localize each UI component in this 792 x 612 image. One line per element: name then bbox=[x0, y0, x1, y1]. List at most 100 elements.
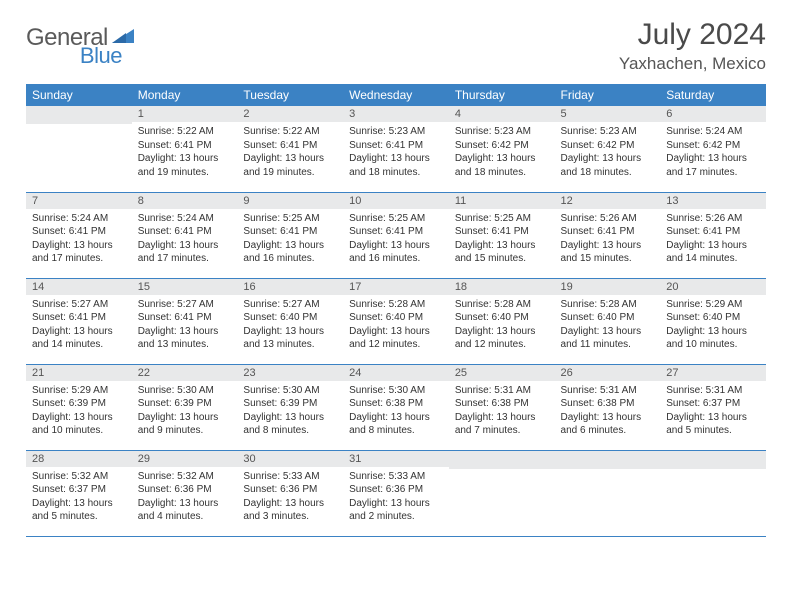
logo-text-blue: Blue bbox=[80, 43, 122, 69]
weekday-header-row: Sunday Monday Tuesday Wednesday Thursday… bbox=[26, 84, 766, 106]
day-number: 30 bbox=[237, 451, 343, 467]
day-content: Sunrise: 5:25 AMSunset: 6:41 PMDaylight:… bbox=[237, 209, 343, 270]
daylight-line: Daylight: 13 hours and 13 minutes. bbox=[243, 325, 337, 352]
calendar-cell: 25Sunrise: 5:31 AMSunset: 6:38 PMDayligh… bbox=[449, 364, 555, 450]
daylight-line: Daylight: 13 hours and 19 minutes. bbox=[243, 152, 337, 179]
calendar-cell: 24Sunrise: 5:30 AMSunset: 6:38 PMDayligh… bbox=[343, 364, 449, 450]
sunrise-line: Sunrise: 5:26 AM bbox=[666, 212, 760, 226]
weekday-sunday: Sunday bbox=[26, 84, 132, 106]
daylight-line: Daylight: 13 hours and 16 minutes. bbox=[243, 239, 337, 266]
weekday-thursday: Thursday bbox=[449, 84, 555, 106]
sunset-line: Sunset: 6:41 PM bbox=[561, 225, 655, 239]
day-content: Sunrise: 5:24 AMSunset: 6:42 PMDaylight:… bbox=[660, 122, 766, 183]
sunrise-line: Sunrise: 5:32 AM bbox=[138, 470, 232, 484]
daylight-line: Daylight: 13 hours and 10 minutes. bbox=[32, 411, 126, 438]
calendar-row: 7Sunrise: 5:24 AMSunset: 6:41 PMDaylight… bbox=[26, 192, 766, 278]
sunset-line: Sunset: 6:38 PM bbox=[455, 397, 549, 411]
day-number: 26 bbox=[555, 365, 661, 381]
logo: General Blue bbox=[26, 18, 180, 52]
daylight-line: Daylight: 13 hours and 5 minutes. bbox=[666, 411, 760, 438]
sunrise-line: Sunrise: 5:30 AM bbox=[138, 384, 232, 398]
day-number bbox=[660, 451, 766, 469]
daylight-line: Daylight: 13 hours and 8 minutes. bbox=[349, 411, 443, 438]
sunrise-line: Sunrise: 5:26 AM bbox=[561, 212, 655, 226]
day-number: 5 bbox=[555, 106, 661, 122]
daylight-line: Daylight: 13 hours and 6 minutes. bbox=[561, 411, 655, 438]
day-number: 14 bbox=[26, 279, 132, 295]
sunrise-line: Sunrise: 5:28 AM bbox=[561, 298, 655, 312]
sunset-line: Sunset: 6:36 PM bbox=[243, 483, 337, 497]
sunset-line: Sunset: 6:41 PM bbox=[32, 225, 126, 239]
day-number: 28 bbox=[26, 451, 132, 467]
calendar-cell: 14Sunrise: 5:27 AMSunset: 6:41 PMDayligh… bbox=[26, 278, 132, 364]
calendar-cell: 27Sunrise: 5:31 AMSunset: 6:37 PMDayligh… bbox=[660, 364, 766, 450]
weekday-friday: Friday bbox=[555, 84, 661, 106]
sunset-line: Sunset: 6:41 PM bbox=[138, 311, 232, 325]
day-number bbox=[555, 451, 661, 469]
calendar-row: 14Sunrise: 5:27 AMSunset: 6:41 PMDayligh… bbox=[26, 278, 766, 364]
day-content: Sunrise: 5:30 AMSunset: 6:39 PMDaylight:… bbox=[132, 381, 238, 442]
sunrise-line: Sunrise: 5:23 AM bbox=[455, 125, 549, 139]
sunrise-line: Sunrise: 5:33 AM bbox=[243, 470, 337, 484]
day-content: Sunrise: 5:25 AMSunset: 6:41 PMDaylight:… bbox=[343, 209, 449, 270]
daylight-line: Daylight: 13 hours and 13 minutes. bbox=[138, 325, 232, 352]
sunrise-line: Sunrise: 5:25 AM bbox=[349, 212, 443, 226]
day-content: Sunrise: 5:23 AMSunset: 6:42 PMDaylight:… bbox=[555, 122, 661, 183]
sunrise-line: Sunrise: 5:24 AM bbox=[32, 212, 126, 226]
sunset-line: Sunset: 6:41 PM bbox=[32, 311, 126, 325]
daylight-line: Daylight: 13 hours and 2 minutes. bbox=[349, 497, 443, 524]
day-content: Sunrise: 5:22 AMSunset: 6:41 PMDaylight:… bbox=[132, 122, 238, 183]
day-number: 10 bbox=[343, 193, 449, 209]
sunset-line: Sunset: 6:40 PM bbox=[349, 311, 443, 325]
day-content: Sunrise: 5:26 AMSunset: 6:41 PMDaylight:… bbox=[660, 209, 766, 270]
day-number: 11 bbox=[449, 193, 555, 209]
sunset-line: Sunset: 6:41 PM bbox=[349, 225, 443, 239]
day-number: 29 bbox=[132, 451, 238, 467]
calendar-cell bbox=[555, 450, 661, 536]
daylight-line: Daylight: 13 hours and 18 minutes. bbox=[561, 152, 655, 179]
calendar-cell: 17Sunrise: 5:28 AMSunset: 6:40 PMDayligh… bbox=[343, 278, 449, 364]
sunrise-line: Sunrise: 5:23 AM bbox=[349, 125, 443, 139]
day-number: 18 bbox=[449, 279, 555, 295]
calendar-cell: 21Sunrise: 5:29 AMSunset: 6:39 PMDayligh… bbox=[26, 364, 132, 450]
calendar-cell: 30Sunrise: 5:33 AMSunset: 6:36 PMDayligh… bbox=[237, 450, 343, 536]
daylight-line: Daylight: 13 hours and 5 minutes. bbox=[32, 497, 126, 524]
day-content: Sunrise: 5:28 AMSunset: 6:40 PMDaylight:… bbox=[449, 295, 555, 356]
day-content: Sunrise: 5:24 AMSunset: 6:41 PMDaylight:… bbox=[26, 209, 132, 270]
sunset-line: Sunset: 6:42 PM bbox=[455, 139, 549, 153]
calendar-cell: 18Sunrise: 5:28 AMSunset: 6:40 PMDayligh… bbox=[449, 278, 555, 364]
sunrise-line: Sunrise: 5:29 AM bbox=[666, 298, 760, 312]
day-number bbox=[449, 451, 555, 469]
day-content: Sunrise: 5:23 AMSunset: 6:42 PMDaylight:… bbox=[449, 122, 555, 183]
sunrise-line: Sunrise: 5:27 AM bbox=[32, 298, 126, 312]
day-content: Sunrise: 5:25 AMSunset: 6:41 PMDaylight:… bbox=[449, 209, 555, 270]
sunset-line: Sunset: 6:41 PM bbox=[243, 139, 337, 153]
sunset-line: Sunset: 6:42 PM bbox=[666, 139, 760, 153]
sunrise-line: Sunrise: 5:31 AM bbox=[666, 384, 760, 398]
day-content: Sunrise: 5:32 AMSunset: 6:36 PMDaylight:… bbox=[132, 467, 238, 528]
calendar-cell: 20Sunrise: 5:29 AMSunset: 6:40 PMDayligh… bbox=[660, 278, 766, 364]
calendar-cell: 16Sunrise: 5:27 AMSunset: 6:40 PMDayligh… bbox=[237, 278, 343, 364]
calendar-cell: 28Sunrise: 5:32 AMSunset: 6:37 PMDayligh… bbox=[26, 450, 132, 536]
day-content: Sunrise: 5:31 AMSunset: 6:37 PMDaylight:… bbox=[660, 381, 766, 442]
calendar-cell: 1Sunrise: 5:22 AMSunset: 6:41 PMDaylight… bbox=[132, 106, 238, 192]
sunset-line: Sunset: 6:38 PM bbox=[561, 397, 655, 411]
day-content: Sunrise: 5:29 AMSunset: 6:39 PMDaylight:… bbox=[26, 381, 132, 442]
calendar-row: 28Sunrise: 5:32 AMSunset: 6:37 PMDayligh… bbox=[26, 450, 766, 536]
sunset-line: Sunset: 6:41 PM bbox=[666, 225, 760, 239]
day-content: Sunrise: 5:31 AMSunset: 6:38 PMDaylight:… bbox=[449, 381, 555, 442]
calendar: Sunday Monday Tuesday Wednesday Thursday… bbox=[26, 84, 766, 537]
daylight-line: Daylight: 13 hours and 16 minutes. bbox=[349, 239, 443, 266]
day-content: Sunrise: 5:30 AMSunset: 6:39 PMDaylight:… bbox=[237, 381, 343, 442]
daylight-line: Daylight: 13 hours and 17 minutes. bbox=[138, 239, 232, 266]
calendar-cell: 6Sunrise: 5:24 AMSunset: 6:42 PMDaylight… bbox=[660, 106, 766, 192]
day-number: 25 bbox=[449, 365, 555, 381]
calendar-row: 21Sunrise: 5:29 AMSunset: 6:39 PMDayligh… bbox=[26, 364, 766, 450]
sunrise-line: Sunrise: 5:22 AM bbox=[138, 125, 232, 139]
daylight-line: Daylight: 13 hours and 19 minutes. bbox=[138, 152, 232, 179]
day-number: 27 bbox=[660, 365, 766, 381]
daylight-line: Daylight: 13 hours and 11 minutes. bbox=[561, 325, 655, 352]
day-content: Sunrise: 5:31 AMSunset: 6:38 PMDaylight:… bbox=[555, 381, 661, 442]
calendar-cell: 19Sunrise: 5:28 AMSunset: 6:40 PMDayligh… bbox=[555, 278, 661, 364]
day-number: 19 bbox=[555, 279, 661, 295]
